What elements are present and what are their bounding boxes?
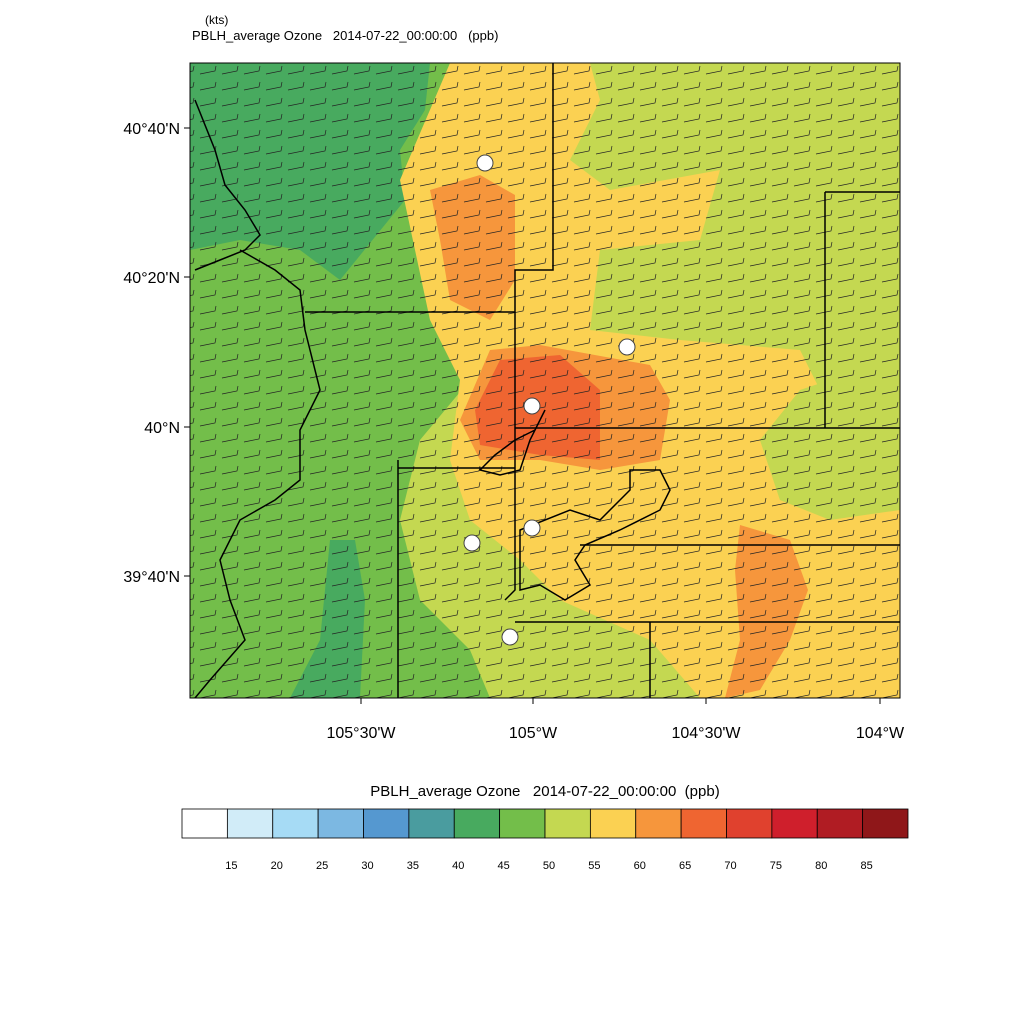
colorbar-box bbox=[680, 808, 727, 839]
colorbar-label: 65 bbox=[679, 860, 691, 872]
colorbar-label: 20 bbox=[271, 860, 283, 872]
lat-label: 39°40'N bbox=[123, 569, 180, 586]
colorbar-label: 40 bbox=[452, 860, 464, 872]
colorbar-label: 30 bbox=[361, 860, 373, 872]
lon-label: 105°30'W bbox=[326, 725, 396, 742]
colorbar-label: 55 bbox=[588, 860, 600, 872]
colorbar-label: 80 bbox=[815, 860, 827, 872]
units-label: (kts) bbox=[205, 13, 228, 27]
colorbar-label: 25 bbox=[316, 860, 328, 872]
colorbar-box bbox=[453, 808, 501, 839]
lon-label: 105°W bbox=[509, 725, 558, 742]
map-frame bbox=[189, 62, 901, 699]
colorbar-label: 35 bbox=[407, 860, 419, 872]
colorbar-box bbox=[181, 808, 228, 839]
colorbar-box bbox=[317, 808, 364, 839]
lat-label: 40°N bbox=[144, 420, 180, 437]
colorbar-box bbox=[408, 808, 455, 839]
colorbar-box bbox=[544, 808, 591, 839]
colorbar-box bbox=[816, 808, 864, 839]
colorbar-box bbox=[771, 808, 818, 839]
colorbar: 15 20 25 30 35 40 45 50 55 60 65 70 75 80 85 bbox=[181, 808, 909, 872]
colorbar-box bbox=[272, 808, 319, 839]
colorbar-label: 50 bbox=[543, 860, 555, 872]
lon-label: 104°W bbox=[856, 725, 905, 742]
colorbar-title: PBLH_average Ozone 2014-07-22_00:00:00 (… bbox=[370, 783, 719, 800]
colorbar-box bbox=[589, 808, 637, 839]
colorbar-box bbox=[726, 808, 773, 839]
graticule-labels: 40°40'N 40°20'N 40°N 39°40'N 105°30'W 105°W 10… bbox=[123, 121, 905, 742]
colorbar-box bbox=[499, 808, 546, 839]
wind-barbs bbox=[190, 63, 900, 698]
lon-label: 104°30'W bbox=[671, 725, 741, 742]
colorbar-box bbox=[363, 808, 410, 839]
colorbar-box bbox=[226, 808, 274, 839]
lat-label: 40°40'N bbox=[123, 121, 180, 138]
colorbar-box bbox=[635, 808, 682, 839]
colorbar-label: 45 bbox=[498, 860, 510, 872]
map bbox=[190, 63, 900, 698]
lat-label: 40°20'N bbox=[123, 270, 180, 287]
boundaries bbox=[194, 63, 900, 698]
colorbar-label: 85 bbox=[861, 860, 873, 872]
colorbar-label: 75 bbox=[770, 860, 782, 872]
site-markers bbox=[463, 154, 636, 646]
colorbar-box bbox=[862, 808, 909, 839]
plot-title: PBLH_average Ozone 2014-07-22_00:00:00 (… bbox=[192, 28, 498, 43]
colorbar-label: 60 bbox=[634, 860, 646, 872]
colorbar-label: 15 bbox=[225, 860, 237, 872]
colorbar-label: 70 bbox=[724, 860, 736, 872]
